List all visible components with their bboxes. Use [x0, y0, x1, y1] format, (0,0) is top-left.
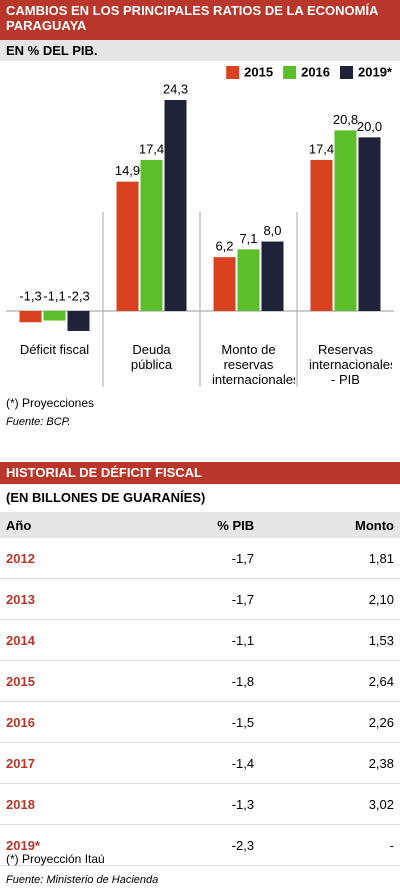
bar — [358, 137, 381, 311]
category-label-box: Déficit fiscal — [19, 342, 90, 357]
chart-note: (*) Proyecciones — [6, 396, 95, 410]
table-cell: -1,3 — [126, 783, 261, 825]
value-label: -2,3 — [67, 288, 89, 303]
table-cell: -1,1 — [126, 619, 261, 661]
category-label: Reservas internacionales - PIB — [309, 342, 392, 387]
table-cell: 2,26 — [260, 701, 400, 743]
table-cell: 1,53 — [260, 619, 400, 661]
legend-label: 2016 — [301, 64, 330, 79]
table-cell: -2,3 — [126, 824, 261, 866]
table-cell: 1,81 — [260, 538, 400, 579]
table-cell: 3,02 — [260, 783, 400, 825]
bar — [19, 311, 42, 323]
bar — [67, 311, 90, 331]
category-label-box: Monto de reservas internacionales — [212, 342, 295, 387]
category-label: Monto de reservas internacionales — [212, 342, 295, 387]
bar — [261, 241, 284, 311]
bar — [164, 100, 187, 311]
table-cell: 2017 — [0, 742, 127, 784]
table-cell: 2014 — [0, 619, 127, 661]
legend-label: 2019* — [358, 64, 393, 79]
value-label: 20,0 — [357, 119, 382, 134]
table-row: 2014 -1,1 1,53 — [0, 619, 400, 661]
category-label: Deuda pública — [130, 342, 173, 372]
bar — [237, 249, 260, 311]
table-cell: 2,10 — [260, 578, 400, 620]
table-cell: 2012 — [0, 538, 127, 579]
table-cell: 2015 — [0, 660, 127, 702]
table-row: 2018 -1,3 3,02 — [0, 783, 400, 825]
bar — [334, 130, 357, 311]
table-cell: 2,64 — [260, 660, 400, 702]
chart-subtitle: EN % DEL PIB. — [0, 40, 400, 61]
table-row: 2015 -1,8 2,64 — [0, 660, 400, 702]
column-header: Año — [0, 512, 127, 538]
chart: 2019* 2016 2015 -1,3 -1,1 -2,3 Déficit fiscal 1… — [6, 64, 394, 387]
bar — [310, 159, 333, 311]
value-label: -1,3 — [19, 288, 41, 303]
value-label: -1,1 — [43, 288, 65, 303]
table-row: 2012 -1,7 1,81 — [0, 538, 400, 579]
value-label: 24,3 — [163, 81, 188, 96]
table-cell: 2,38 — [260, 742, 400, 784]
table: Año% PIB Monto 2012 -1,7 1,81 2013 -1,7 2,10 201… — [0, 512, 400, 866]
legend-swatch — [283, 66, 297, 79]
value-label: 17,4 — [139, 141, 164, 156]
table-cell: 2018 — [0, 783, 127, 825]
chart-title: CAMBIOS EN LOS PRINCIPALES RATIOS DE LA … — [0, 0, 400, 40]
category-label-box: Reservas internacionales - PIB — [309, 342, 392, 387]
table-cell: 2019* — [0, 824, 127, 866]
legend-label: 2015 — [244, 64, 273, 79]
value-label: 17,4 — [309, 141, 334, 156]
table-subtitle: (EN BILLONES DE GUARANÍES) — [6, 490, 206, 505]
table-source: Fuente: Ministerio de Hacienda — [6, 874, 159, 886]
column-header: % PIB — [126, 512, 261, 538]
legend-swatch — [226, 66, 240, 79]
bar — [43, 311, 66, 321]
chart-source: Fuente: BCP. — [6, 416, 71, 428]
bar — [116, 181, 139, 311]
table-cell: -1,7 — [126, 578, 261, 620]
table-title: HISTORIAL DE DÉFICIT FISCAL — [0, 462, 400, 484]
table-cell: -1,8 — [126, 660, 261, 702]
column-header: Monto — [260, 512, 400, 538]
table-note: (*) Proyección Itaú — [6, 852, 105, 866]
table-cell: 2016 — [0, 701, 127, 743]
table-cell: - — [260, 824, 400, 866]
value-label: 6,2 — [215, 239, 233, 254]
legend-swatch — [340, 66, 354, 79]
value-label: 7,1 — [239, 231, 257, 246]
category-label: Déficit fiscal — [19, 342, 90, 357]
table-cell: -1,4 — [126, 742, 261, 784]
table-row: 2019* -2,3- — [0, 824, 400, 866]
value-label: 20,8 — [333, 112, 358, 127]
table-row: 2013 -1,7 2,10 — [0, 578, 400, 620]
table-row: 2016 -1,5 2,26 — [0, 701, 400, 743]
table-cell: -1,7 — [126, 538, 261, 579]
category-label-box: Deuda pública — [130, 342, 173, 372]
table-cell: -1,5 — [126, 701, 261, 743]
bar — [140, 159, 163, 311]
table-cell: 2013 — [0, 578, 127, 620]
value-label: 8,0 — [263, 223, 281, 238]
table-row: 2017 -1,4 2,38 — [0, 742, 400, 784]
bar — [213, 257, 236, 311]
value-label: 14,9 — [115, 163, 140, 178]
